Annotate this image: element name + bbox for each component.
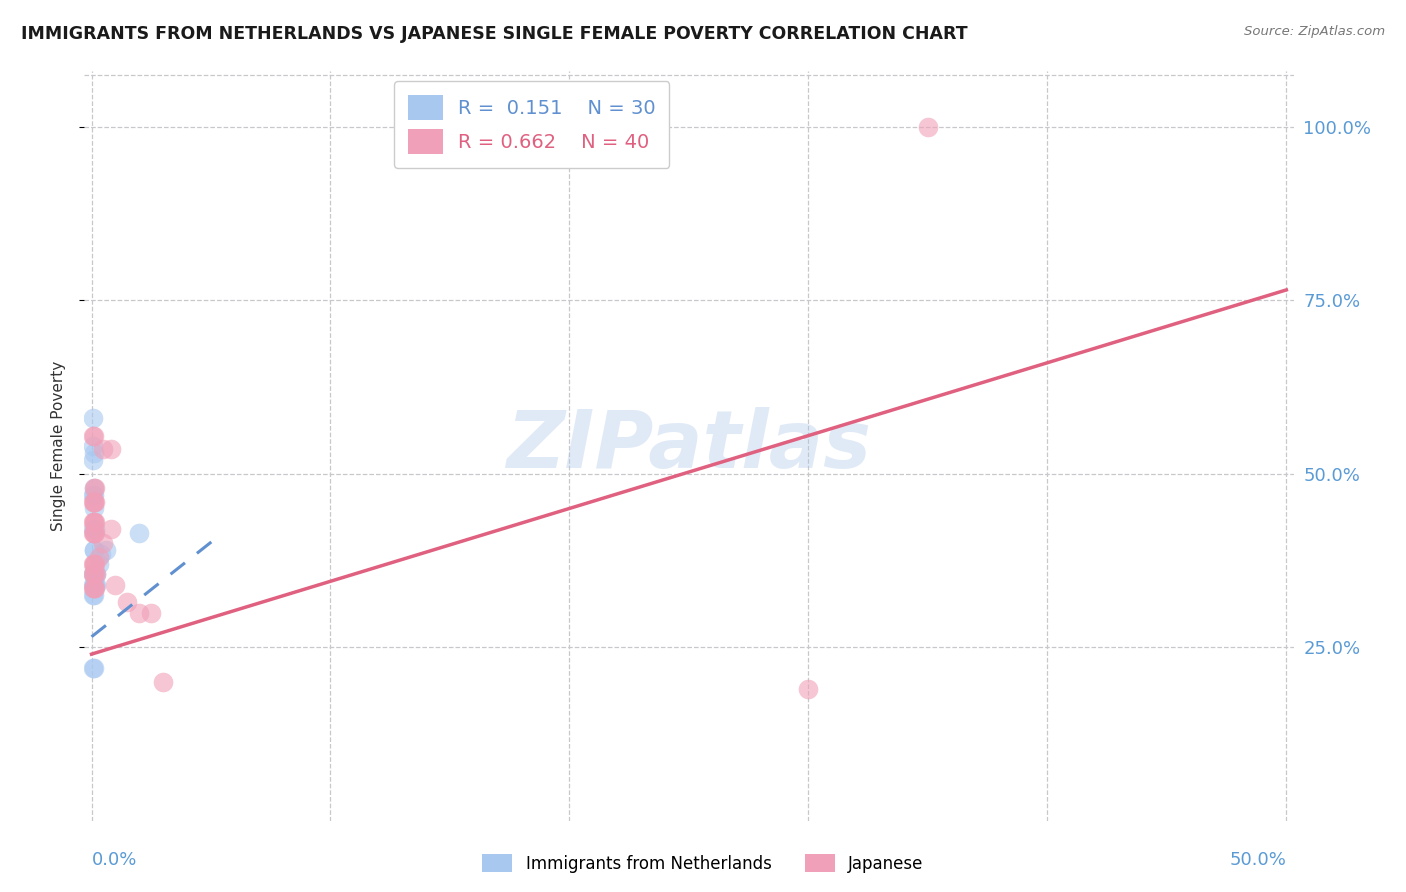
Point [82, 557, 104, 571]
Point [104, 578, 127, 592]
Point [82, 578, 104, 592]
Point [83, 543, 105, 558]
Point [83, 525, 105, 540]
Point [82, 439, 104, 453]
Text: 0.0%: 0.0% [91, 851, 136, 869]
Point [83, 525, 105, 540]
Point [83, 525, 105, 540]
Point [94, 543, 117, 558]
Text: ZIPatlas: ZIPatlas [506, 407, 872, 485]
Point [82, 453, 104, 467]
Point [83, 494, 105, 508]
Point [83, 581, 105, 595]
Point [83, 557, 105, 571]
Point [83, 578, 105, 592]
Point [83, 516, 105, 530]
Point [83, 567, 105, 582]
Point [83, 501, 105, 516]
Point [82, 661, 104, 675]
Point [84, 567, 107, 582]
Point [82, 494, 104, 508]
Point [83, 487, 105, 501]
Point [87, 557, 110, 571]
Point [82, 567, 104, 582]
Point [82, 567, 104, 582]
Point [100, 522, 122, 536]
Text: 50.0%: 50.0% [1229, 851, 1286, 869]
Point [83, 557, 105, 571]
Point [152, 674, 174, 689]
Point [83, 581, 105, 595]
Point [128, 606, 150, 620]
Point [128, 525, 150, 540]
Point [83, 661, 105, 675]
Point [83, 581, 105, 595]
Y-axis label: Single Female Poverty: Single Female Poverty [51, 361, 66, 531]
Point [141, 606, 163, 620]
Text: Source: ZipAtlas.com: Source: ZipAtlas.com [1244, 25, 1385, 38]
Point [93, 442, 115, 457]
Point [87, 549, 110, 564]
Point [82, 487, 104, 501]
Point [83, 481, 105, 495]
Point [83, 567, 105, 582]
Point [83, 557, 105, 571]
Point [84, 567, 107, 582]
Legend: R =  0.151    N = 30, R = 0.662    N = 40: R = 0.151 N = 30, R = 0.662 N = 40 [394, 81, 669, 168]
Point [83, 522, 105, 536]
Point [82, 581, 104, 595]
Point [83, 516, 105, 530]
Point [83, 481, 105, 495]
Point [83, 567, 105, 582]
Point [83, 543, 105, 558]
Point [82, 428, 104, 442]
Point [797, 681, 820, 696]
Point [84, 567, 107, 582]
Point [83, 446, 105, 460]
Point [917, 120, 939, 134]
Point [82, 525, 104, 540]
Point [82, 411, 104, 425]
Point [117, 595, 139, 609]
Point [83, 481, 105, 495]
Point [100, 442, 122, 457]
Point [82, 516, 104, 530]
Point [93, 536, 115, 550]
Point [83, 428, 105, 442]
Point [83, 588, 105, 602]
Point [82, 588, 104, 602]
Point [83, 516, 105, 530]
Point [83, 578, 105, 592]
Point [83, 567, 105, 582]
Point [83, 494, 105, 508]
Point [90, 547, 112, 561]
Point [83, 578, 105, 592]
Point [83, 494, 105, 508]
Text: IMMIGRANTS FROM NETHERLANDS VS JAPANESE SINGLE FEMALE POVERTY CORRELATION CHART: IMMIGRANTS FROM NETHERLANDS VS JAPANESE … [21, 25, 967, 43]
Point [82, 522, 104, 536]
Legend: Immigrants from Netherlands, Japanese: Immigrants from Netherlands, Japanese [475, 847, 931, 880]
Point [84, 578, 107, 592]
